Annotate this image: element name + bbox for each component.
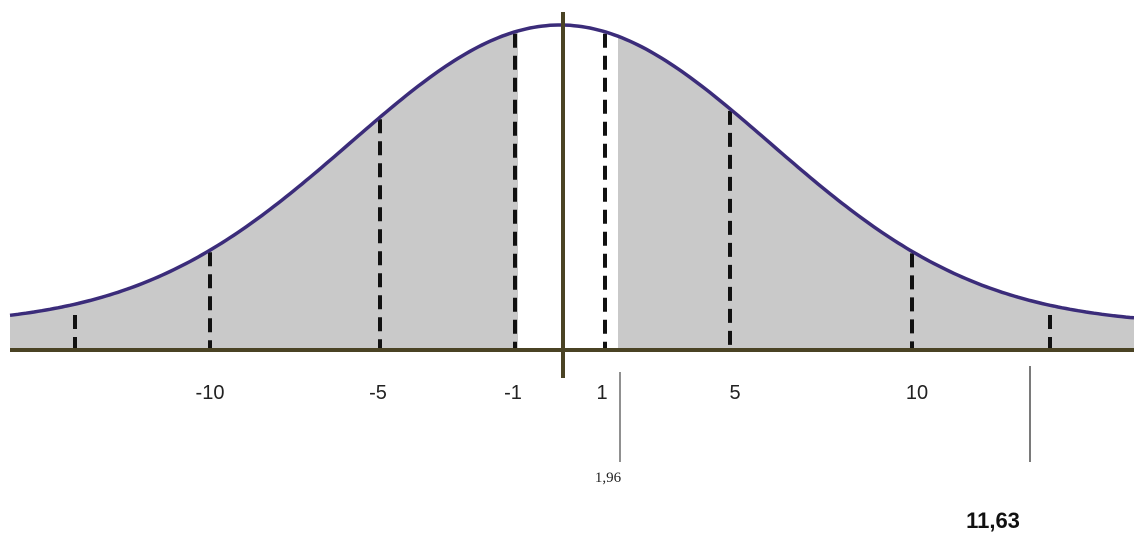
axis-label: -1: [504, 382, 522, 404]
axis-label: 5: [729, 382, 740, 404]
axis-labels: -10 -5 -1 1 5 10: [196, 382, 929, 404]
axis-label: 1: [596, 382, 607, 404]
acceptance-region: [518, 25, 618, 350]
axis-label: -10: [196, 382, 225, 404]
statistic-value: 11,63: [966, 508, 1020, 533]
dashed-dividers: [73, 33, 1052, 350]
axis-label: 10: [906, 382, 928, 404]
critical-value: 1,96: [595, 470, 622, 486]
density-curve: [9, 23, 1134, 320]
axis-label: -5: [369, 382, 387, 404]
